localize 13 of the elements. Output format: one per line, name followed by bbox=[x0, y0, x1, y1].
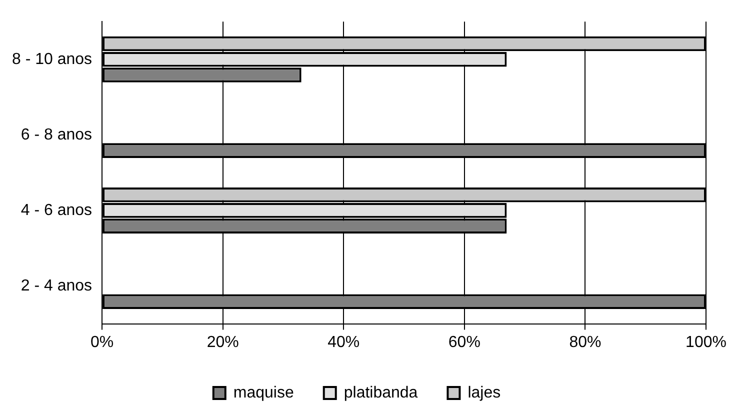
y-tick-label: 8 - 10 anos bbox=[12, 50, 92, 68]
x-tick-label: 0% bbox=[90, 334, 114, 351]
y-tick-label: 4 - 6 anos bbox=[20, 202, 92, 219]
x-tick-label: 60% bbox=[448, 334, 480, 351]
x-tick-label: 80% bbox=[569, 334, 602, 351]
legend-label: platibanda bbox=[344, 384, 418, 402]
x-tick-label: 40% bbox=[328, 334, 360, 351]
x-tick-label: 20% bbox=[206, 334, 239, 351]
legend-label: lajes bbox=[468, 384, 501, 402]
legend-label: maquise bbox=[233, 384, 294, 402]
y-tick-label: 2 - 4 anos bbox=[20, 277, 92, 294]
x-tick-label: 100% bbox=[686, 334, 726, 351]
y-tick-label: 6 - 8 anos bbox=[20, 126, 92, 144]
